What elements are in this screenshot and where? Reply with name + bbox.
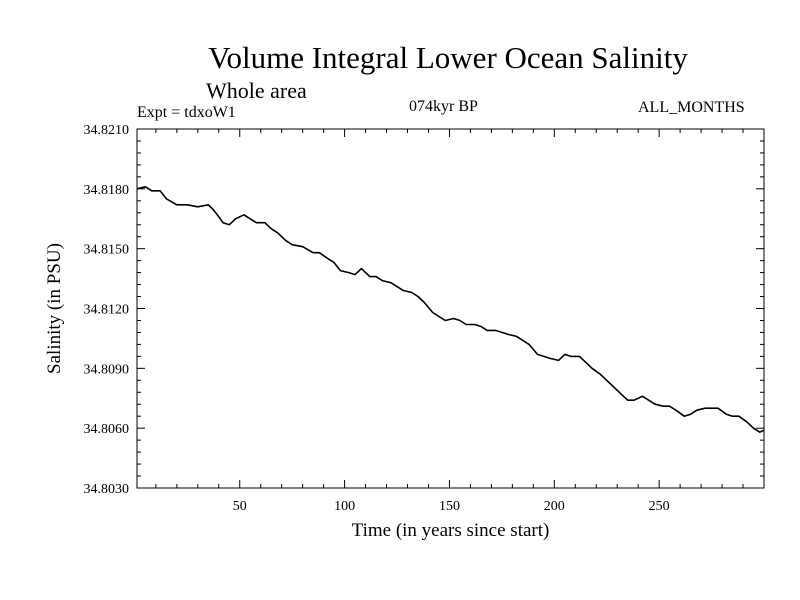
experiment-label: Expt = tdxoW1: [137, 104, 236, 121]
plot-frame: [136, 128, 765, 489]
months-label: ALL_MONTHS: [638, 99, 745, 116]
x-tick-label: 150: [439, 499, 460, 514]
x-tick-label: 250: [649, 499, 670, 514]
y-tick-label: 34.8090: [84, 362, 130, 377]
chart-title: Volume Integral Lower Ocean Salinity: [208, 40, 688, 75]
y-tick-label: 34.8120: [84, 303, 130, 318]
tick-labels-layer: 50 100 150 200 250 34.8030 34.8060 34.8090 34.81…: [84, 123, 670, 514]
y-axis-label: Salinity (in PSU): [44, 243, 65, 374]
x-tick-label: 200: [544, 499, 565, 514]
x-axis-label: Time (in years since start): [352, 520, 550, 541]
x-tick-label: 100: [334, 499, 355, 514]
x-tick-label: 50: [233, 499, 247, 514]
chart-subtitle: Whole area: [206, 78, 307, 103]
y-tick-label: 34.8150: [84, 243, 130, 258]
series-line-salinity: [136, 186, 765, 433]
y-tick-label: 34.8030: [84, 482, 130, 497]
period-label: 074kyr BP: [409, 98, 478, 115]
y-tick-label: 34.8180: [84, 183, 130, 198]
y-tick-label: 34.8060: [84, 422, 130, 437]
ticks-layer: [137, 129, 764, 488]
y-tick-label: 34.8210: [84, 123, 130, 138]
